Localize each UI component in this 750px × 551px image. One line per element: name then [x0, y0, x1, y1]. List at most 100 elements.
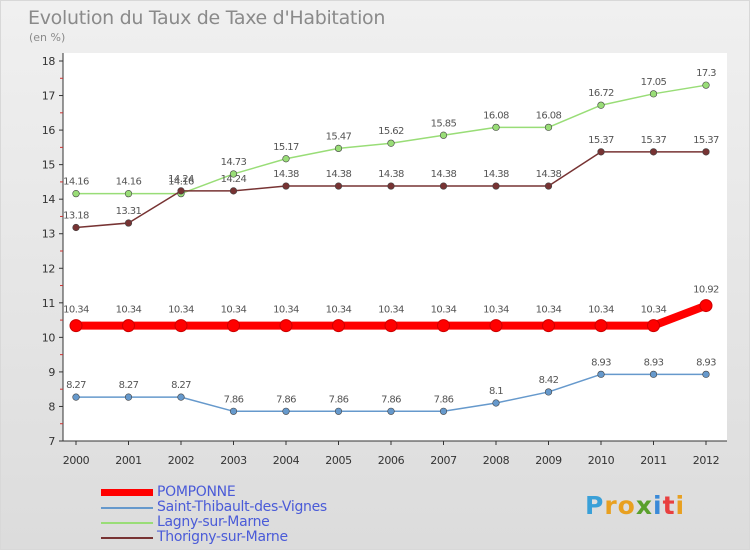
data-point — [492, 123, 500, 131]
legend-label: POMPONNE — [157, 484, 236, 500]
data-point — [229, 170, 238, 178]
data-label: 10.34 — [641, 305, 667, 316]
data-label: 8.27 — [171, 380, 191, 391]
data-point — [387, 182, 395, 190]
data-label: 14.16 — [63, 177, 89, 188]
data-label: 14.38 — [273, 169, 299, 180]
data-point — [177, 187, 185, 195]
data-point — [124, 393, 133, 401]
proxiti-logo: Proxiti — [585, 491, 685, 520]
chart-title: Evolution du Taux de Taxe d'Habitation — [28, 7, 386, 29]
y-tick-label: 9 — [48, 366, 55, 379]
logo-letter: t — [662, 491, 676, 520]
data-label: 15.37 — [693, 135, 719, 146]
x-tick-label: 2001 — [115, 454, 141, 467]
x-tick-label: 2007 — [430, 454, 457, 467]
data-point — [332, 319, 345, 333]
logo-letter: i — [653, 491, 663, 520]
data-point — [702, 81, 710, 89]
y-tick-label: 15 — [42, 159, 56, 172]
data-label: 10.34 — [536, 305, 562, 316]
data-point — [282, 407, 290, 415]
data-label: 10.34 — [221, 305, 247, 316]
data-point — [384, 319, 398, 333]
x-tick-label: 2009 — [535, 454, 562, 467]
data-point — [72, 393, 80, 401]
data-label: 14.38 — [536, 169, 562, 180]
x-tick-label: 2011 — [640, 454, 666, 467]
data-label: 10.34 — [326, 305, 352, 316]
data-point — [702, 148, 710, 156]
data-point — [229, 407, 238, 415]
data-label: 10.34 — [168, 305, 194, 316]
data-label: 8.93 — [591, 357, 611, 368]
data-label: 7.86 — [434, 394, 454, 405]
data-label: 16.08 — [536, 110, 562, 121]
data-point — [492, 182, 500, 190]
data-label: 16.08 — [483, 110, 509, 121]
data-label: 10.34 — [116, 305, 142, 316]
data-point — [69, 319, 83, 333]
y-tick-label: 16 — [42, 124, 56, 137]
data-label: 7.86 — [381, 394, 401, 405]
data-label: 15.62 — [378, 126, 404, 137]
legend-swatch — [101, 537, 153, 539]
data-point — [489, 319, 503, 333]
data-label: 8.93 — [696, 357, 716, 368]
data-point — [649, 370, 658, 378]
data-point — [542, 319, 555, 333]
data-point — [177, 393, 185, 401]
data-label: 7.86 — [276, 394, 296, 405]
data-point — [334, 144, 343, 152]
x-tick-label: 2008 — [483, 454, 510, 467]
data-point — [702, 370, 710, 378]
data-label: 13.31 — [116, 206, 142, 217]
data-point — [334, 182, 343, 190]
x-tick-label: 2005 — [325, 454, 352, 467]
data-label: 15.85 — [431, 118, 457, 129]
x-tick-label: 2012 — [693, 454, 719, 467]
data-point — [649, 90, 658, 98]
y-tick-label: 10 — [42, 331, 56, 344]
data-point — [387, 139, 395, 147]
data-label: 17.3 — [696, 68, 716, 79]
data-point — [597, 370, 605, 378]
data-point — [544, 182, 553, 190]
x-tick-label: 2000 — [63, 454, 90, 467]
data-label: 15.37 — [588, 135, 614, 146]
legend-swatch — [101, 489, 153, 496]
chart-subtitle: (en %) — [29, 31, 66, 44]
y-tick-label: 11 — [42, 297, 55, 310]
legend-label: Lagny-sur-Marne — [157, 514, 270, 530]
data-point — [124, 219, 133, 227]
data-label: 10.34 — [273, 305, 299, 316]
data-label: 10.34 — [588, 305, 614, 316]
data-point — [437, 319, 450, 333]
data-label: 14.38 — [378, 169, 404, 180]
x-tick-label: 2002 — [168, 454, 194, 467]
data-point — [649, 148, 658, 156]
data-point — [122, 319, 135, 333]
data-point — [124, 190, 133, 198]
data-point — [72, 223, 80, 232]
y-tick-label: 13 — [42, 228, 56, 241]
y-tick-label: 12 — [42, 262, 55, 275]
data-label: 15.37 — [641, 135, 667, 146]
plot-area — [63, 53, 727, 441]
data-label: 8.1 — [489, 386, 503, 397]
logo-letter: x — [635, 491, 653, 520]
data-point — [544, 123, 553, 131]
data-label: 7.86 — [329, 394, 349, 405]
data-label: 8.27 — [119, 380, 139, 391]
y-tick-label: 8 — [48, 400, 55, 413]
y-tick-label: 7 — [48, 435, 55, 448]
data-label: 10.34 — [63, 305, 89, 316]
data-label: 10.92 — [693, 285, 719, 296]
data-point — [597, 148, 605, 156]
data-label: 10.34 — [483, 305, 509, 316]
data-label: 14.73 — [221, 157, 247, 168]
legend-label: Saint-Thibault-des-Vignes — [157, 499, 327, 515]
logo-letter: i — [675, 491, 686, 520]
data-point — [492, 399, 500, 407]
